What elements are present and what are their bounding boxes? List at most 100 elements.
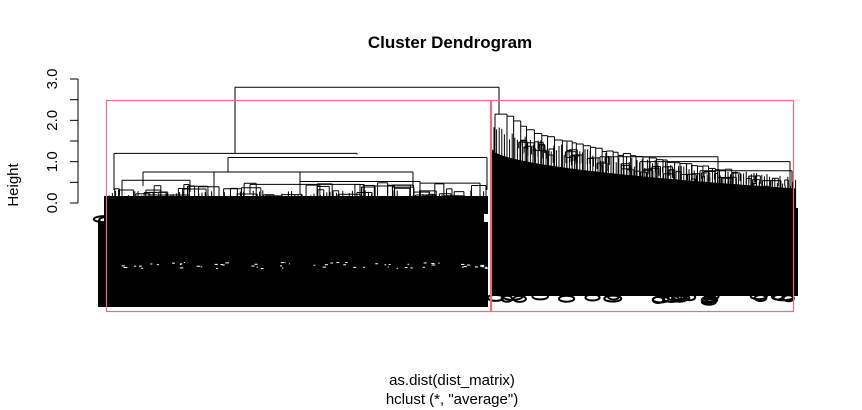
leaf-label-gap: [222, 264, 225, 266]
leaf-label-gap: [121, 265, 125, 267]
leaf-label-glyph: [98, 216, 114, 225]
leaf-label-gap: [179, 267, 184, 269]
leaf-label-gap: [431, 264, 436, 266]
leaf-label-glyph: [770, 292, 784, 301]
leaf-label-gap: [141, 267, 144, 269]
leaf-label-gap: [256, 266, 259, 268]
leaf-label-gap: [279, 265, 283, 267]
left-leaf-label-mass: [98, 222, 488, 307]
x-axis-label: as.dist(dist_matrix): [389, 372, 515, 389]
leaf-label-gap: [324, 264, 329, 266]
leaf-label-gap: [461, 266, 464, 268]
leaf-label-gap: [388, 263, 391, 265]
leaf-label-glyph: [190, 216, 211, 225]
leaf-label-gap: [438, 262, 440, 264]
leaf-label-glyph: [255, 217, 274, 226]
leaf-label-glyph: [222, 218, 238, 227]
leaf-label-gap: [220, 264, 224, 266]
right-leaf-label-mass: [490, 208, 798, 296]
leaf-label-glyph: [512, 294, 527, 303]
leaf-label-gap: [410, 267, 413, 269]
subtitle: hclust (*, "average"): [386, 391, 518, 408]
leaf-label-glyph: [383, 217, 403, 226]
leaf-label-gap: [481, 266, 485, 268]
y-tick-label: 2.0: [44, 110, 61, 131]
leaf-label-glyph: [531, 292, 550, 301]
leaf-label-glyph: [295, 216, 311, 225]
leaf-label-gap: [484, 267, 489, 269]
leaf-label-gap: [344, 262, 348, 264]
leaf-label-gap: [336, 262, 340, 264]
leaf-label-gap: [353, 266, 357, 268]
leaf-label-gap: [216, 267, 218, 269]
leaf-label-gap: [387, 266, 389, 268]
leaf-label-gap: [431, 263, 435, 265]
leaf-label-glyph: [456, 214, 471, 223]
leaf-label-glyph: [700, 297, 717, 306]
leaf-label-gap: [180, 263, 183, 265]
leaf-label-gap: [480, 264, 485, 266]
leaf-label-gap: [363, 266, 366, 268]
y-axis-label: Height: [5, 162, 22, 206]
leaf-label-gap: [251, 265, 255, 267]
leaf-label-gap: [485, 266, 488, 268]
leaf-label-gap: [254, 263, 258, 265]
leaf-label-gap: [284, 262, 286, 264]
y-tick-label: 3.0: [44, 69, 61, 90]
leaf-label-gap: [183, 262, 186, 264]
leaf-label-glyph: [671, 294, 688, 303]
leaf-label-glyph: [749, 292, 768, 301]
leaf-label-gap: [150, 263, 153, 265]
leaf-label-glyph: [275, 218, 294, 227]
leaf-label-gap: [280, 262, 285, 264]
leaf-label-gap: [123, 266, 128, 268]
leaf-label-gap: [463, 266, 467, 268]
left-leaf-band: [104, 196, 488, 214]
leaf-label-gap: [139, 265, 142, 267]
leaf-label-gap: [200, 266, 203, 268]
leaf-label-gap: [384, 264, 387, 266]
leaf-label-gap: [313, 264, 316, 266]
leaf-label-gap: [343, 264, 347, 266]
leaf-label-gap: [225, 262, 230, 264]
leaf-label-gap: [133, 265, 137, 267]
leaf-label-glyph: [338, 216, 353, 225]
leaf-label-gap: [282, 267, 284, 269]
leaf-label-gap: [396, 267, 399, 269]
leaf-label-gap: [461, 263, 465, 265]
leaf-label-glyph: [584, 293, 601, 302]
dendrogram-tree: [104, 86, 797, 214]
leaf-label-gap: [156, 264, 160, 266]
leaf-label-gap: [330, 262, 334, 264]
leaf-label-gap: [407, 263, 410, 265]
right-dense-branches: [490, 147, 796, 212]
leaf-label-gap: [196, 265, 201, 267]
leaf-label-gap: [375, 263, 379, 265]
cut-boxes: [105, 99, 795, 313]
y-tick-label: 1.0: [44, 151, 61, 172]
y-axis: 0.0 1.0 2.0 3.0: [44, 69, 79, 214]
leaf-label-gap: [214, 263, 218, 265]
chart-title: Cluster Dendrogram: [368, 33, 532, 52]
leaf-label-gap: [405, 266, 408, 268]
leaf-label-gap: [322, 266, 327, 268]
leaf-label-gap: [172, 262, 175, 264]
leaf-labels: [92, 208, 798, 307]
y-tick-label: 0.0: [44, 193, 61, 214]
leaf-label-gap: [260, 267, 264, 269]
leaf-label-glyph: [366, 216, 381, 225]
leaf-label-glyph: [557, 294, 576, 303]
leaf-label-glyph: [433, 218, 456, 227]
leaf-label-glyph: [603, 294, 623, 303]
cut-box-cluster-1: [105, 99, 492, 313]
leaf-label-glyph: [500, 294, 514, 303]
leaf-label-gap: [288, 263, 291, 265]
leaf-label-gap: [423, 262, 427, 264]
leaf-label-gap: [179, 263, 182, 265]
leaf-label-glyph: [143, 215, 165, 224]
cut-box-cluster-2: [490, 99, 795, 313]
leaf-label-glyph: [753, 294, 768, 303]
leaf-label-gap: [474, 266, 479, 268]
leaf-label-gap: [480, 265, 484, 267]
